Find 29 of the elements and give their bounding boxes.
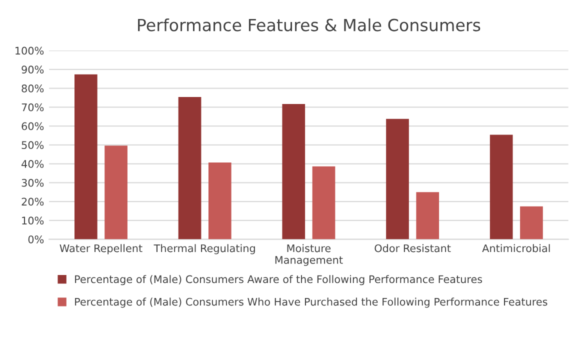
bar (282, 104, 306, 240)
y-tick-label: 50% (22, 141, 44, 150)
y-tick-label: 90% (22, 66, 44, 74)
y-tick-label: 60% (22, 122, 44, 130)
y-tick-label: 80% (22, 84, 44, 92)
y-tick-label: 10% (22, 216, 44, 225)
bar (208, 162, 232, 240)
bar (416, 192, 440, 240)
bar (490, 134, 513, 240)
y-tick-label: 20% (22, 198, 44, 206)
legend-label: Percentage of (Male) Consumers Aware of the Following Performance Features (75, 275, 482, 286)
x-tick-label: Moisture Management (275, 244, 343, 266)
bar (386, 118, 409, 240)
y-tick-label: 30% (22, 178, 44, 187)
x-tick-label: Water Repellent (60, 244, 142, 254)
bar (520, 206, 543, 240)
chart-title: Performance Features & Male Consumers (138, 18, 480, 32)
y-tick-label: 100% (16, 46, 44, 55)
bar (178, 96, 202, 240)
x-tick-label: Thermal Regulating (154, 244, 255, 254)
x-tick-label: Antimicrobial (482, 244, 550, 252)
bar (74, 74, 98, 240)
y-tick-label: 40% (22, 160, 44, 168)
bar (104, 146, 128, 240)
y-tick-label: 70% (22, 103, 44, 112)
y-tick-label: 0% (28, 235, 44, 244)
bar (312, 166, 336, 240)
legend-label: Percentage of (Male) Consumers Who Have Purchased the Following Performance Features (75, 298, 548, 308)
x-tick-label: Odor Resistant (374, 244, 451, 252)
